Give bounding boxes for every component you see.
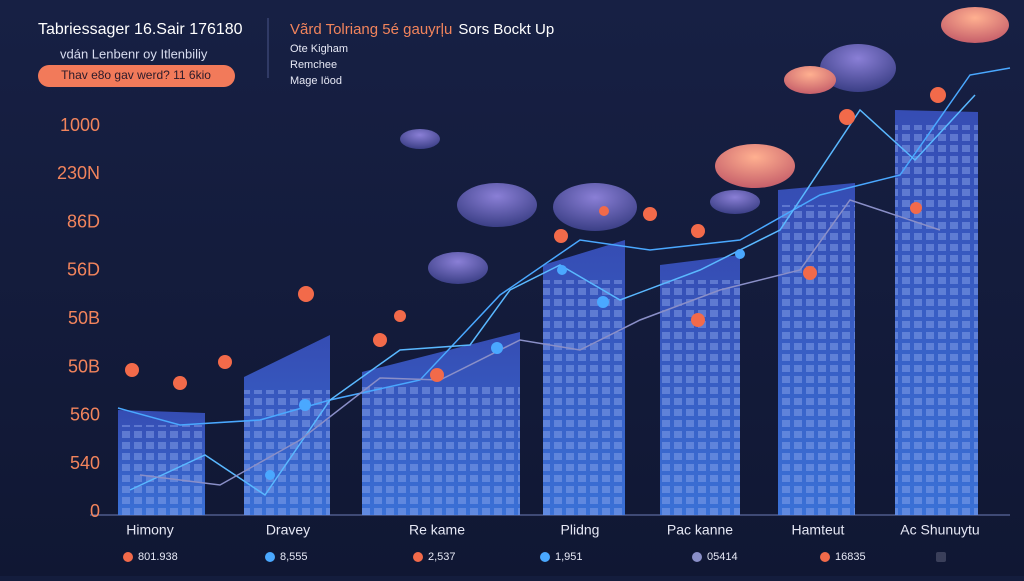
badge xyxy=(38,65,235,87)
axis-label: 86D xyxy=(67,211,100,231)
axis-label: 50B xyxy=(68,356,100,376)
footer-value: 16835 xyxy=(835,551,866,563)
footer-icon xyxy=(692,552,702,562)
footer-value: 2,537 xyxy=(428,551,456,563)
bars xyxy=(118,110,978,515)
category-label: Plidng xyxy=(561,522,600,538)
footer-value: 801.938 xyxy=(138,551,178,563)
axis-label: 1000 xyxy=(60,115,100,135)
trend-lines xyxy=(117,67,1011,497)
markers xyxy=(125,87,946,480)
axis-label: 230N xyxy=(57,163,100,183)
footer-value: 8,555 xyxy=(280,551,308,563)
axis-label: 0 xyxy=(90,501,100,521)
legend-title-accent: Vãrd Tolriang 5é gauyrļu xyxy=(290,21,452,38)
footer-icon xyxy=(936,552,946,562)
badge-text: Thav e8o gav werd? 11 6kio xyxy=(61,68,211,82)
footer-icon xyxy=(413,552,423,562)
category-label: Himony xyxy=(126,522,173,538)
legend-title: Vãrd Tolriang 5é gauyrļu Sors Bockt Up xyxy=(290,21,554,38)
footer-value: 1,951 xyxy=(555,551,583,563)
footer-icon xyxy=(265,552,275,562)
axis-label: 540 xyxy=(70,453,100,473)
legend: Ote Kigham Remchee Mage Iöod xyxy=(290,43,348,87)
header-title: Tabriessager 16.Sair 176180 xyxy=(38,21,243,38)
footer: 801.938 8,555 2,537 1,951 05414 16835 xyxy=(123,551,946,563)
axis-labels: 1000 230N 86D 56D 50B 50B 560 540 0 xyxy=(57,115,100,521)
header-subtitle: vdán Lenbenr oy Itlenbiliy xyxy=(60,46,208,61)
legend-item: Ote Kigham xyxy=(290,43,348,55)
category-label: Re kame xyxy=(409,522,465,538)
category-label: Pac kanne xyxy=(667,522,733,538)
category-label: Hamteut xyxy=(792,522,845,538)
footer-icon xyxy=(540,552,550,562)
axis-label: 560 xyxy=(70,405,100,425)
categories: Himony Dravey Re kame Plidng Pac kanne Hamteu… xyxy=(126,522,979,538)
category-label: Ac Shunuytu xyxy=(900,522,979,538)
category-label: Dravey xyxy=(266,522,310,538)
legend-item: Mage Iöod xyxy=(290,75,342,87)
footer-value: 05414 xyxy=(707,551,738,563)
legend-title-main: Sors Bockt Up xyxy=(458,21,554,38)
axis-label: 56D xyxy=(67,260,100,280)
clouds xyxy=(400,7,1009,284)
legend-item: Remchee xyxy=(290,59,337,71)
footer-icon xyxy=(820,552,830,562)
footer-icon xyxy=(123,552,133,562)
axis-label: 50B xyxy=(68,308,100,328)
